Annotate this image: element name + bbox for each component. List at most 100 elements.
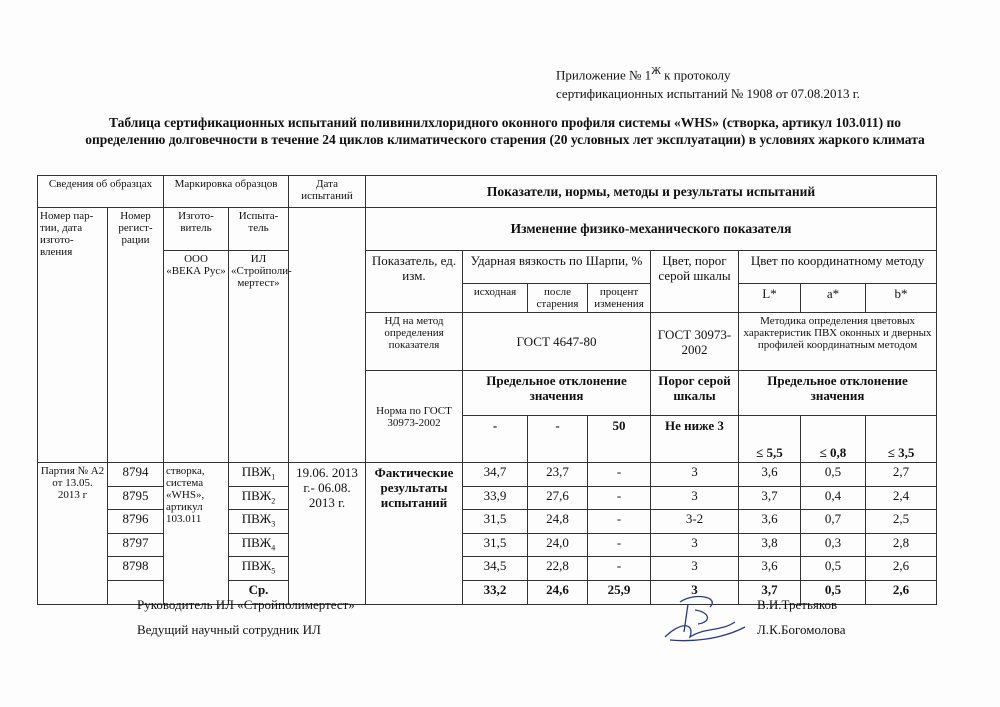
norm-value: ≤ 5,5: [738, 415, 801, 463]
footer-head: Руководитель ИЛ «Стройполимертест»: [137, 597, 355, 612]
sample-desc: створка, система «WHS», артикул 103.011: [163, 462, 229, 605]
value-cell: 3,6: [738, 556, 801, 581]
h-samples: Сведения об образцах: [37, 175, 164, 208]
h-indicators: Показатели, нормы, методы и результаты и…: [364, 175, 938, 208]
norm-dev2: Предельное отклонение значения: [737, 370, 938, 416]
value-cell: -: [587, 532, 651, 558]
value-cell: 3-2: [650, 509, 739, 534]
value-cell: 33,9: [462, 485, 528, 511]
value-cell: 0,4: [800, 485, 866, 511]
table-row: 8796 ПВЖ3 31,5 24,8-3-2 3,6 0,7 2,5: [38, 509, 938, 534]
h-nd: НД на метод определения показателя: [365, 312, 463, 371]
value-cell: 31,5: [462, 509, 528, 534]
code-sub: 3: [271, 519, 276, 529]
code-sub: 1: [271, 472, 276, 482]
average-value: 0,5: [800, 579, 866, 605]
norm-value: ≤ 3,5: [864, 415, 938, 463]
norm-value: -: [527, 415, 588, 463]
reg-number: 8797: [107, 532, 164, 558]
norms-row: - -50 Не ниже 3 ≤ 5,5 ≤ 0,8 ≤ 3,5: [38, 415, 938, 463]
reg-number: 8796: [107, 509, 164, 534]
average-value: 2,6: [864, 579, 938, 605]
norm-dev1: Предельное отклонение значения: [462, 370, 651, 416]
h-marking: Маркировка образцов: [163, 175, 289, 208]
value-cell: -: [587, 509, 651, 534]
norm-value: 50: [587, 415, 651, 463]
h-coord: Цвет по координатному методу: [737, 250, 938, 284]
data-body: Партия № А2 от 13.05. 2013 г 8794 створка,…: [37, 462, 938, 605]
document-title: Таблица сертификационных испытаний полив…: [85, 115, 925, 147]
h-tester: Испыта-тель: [228, 207, 289, 251]
code-text: ПВЖ: [241, 487, 272, 503]
appendix-sup: Ж: [651, 65, 661, 77]
table-row: 8795 ПВЖ2 33,9 27,6-3 3,7 0,4 2,4: [38, 485, 938, 511]
value-cell: 3: [650, 556, 739, 581]
norm-grey: Порог серой шкалы: [650, 370, 739, 416]
value-cell: 3: [650, 485, 739, 511]
value-cell: 2,7: [864, 462, 938, 487]
average-value: 3: [650, 579, 739, 605]
table-row: Партия № А2 от 13.05. 2013 г 8794 створка,…: [37, 462, 938, 605]
h-reg: Номер регист-рации: [107, 207, 164, 463]
average-value: 33,2: [462, 579, 528, 605]
h-L: L*: [738, 283, 801, 313]
maker: ООО «ВЕКА Рус»: [163, 250, 229, 463]
code-sub: 5: [271, 566, 276, 576]
tester: ИЛ «Стройполи-мертест»: [228, 250, 292, 463]
sample-code: ПВЖ5: [228, 556, 289, 581]
nd-charpy: ГОСТ 4647-80: [462, 312, 651, 371]
appendix-line1: Приложение № 1: [556, 67, 652, 83]
h-percent: процент изменения: [587, 283, 651, 313]
reg-number: 8794: [107, 462, 164, 487]
value-cell: 3,6: [738, 509, 801, 534]
code-text: ПВЖ: [241, 511, 272, 527]
average-value: 24,6: [527, 579, 588, 605]
average-value: 25,9: [587, 579, 651, 605]
h-norm: Норма по ГОСТ 30973-2002: [365, 370, 463, 463]
h-batch: Номер пар-тии, дата изгото-вления: [37, 207, 108, 463]
h-grey: Цвет, порог серой шкалы: [650, 250, 739, 313]
sample-code: ПВЖ4: [228, 532, 289, 558]
results-table: Сведения об образцах Маркировка образцов…: [37, 175, 938, 605]
test-dates: 19.06. 2013 г.- 06.08. 2013 г.: [288, 462, 366, 605]
sample-code: ПВЖ2: [228, 485, 289, 511]
value-cell: 27,6: [527, 485, 588, 511]
code-sub: 2: [271, 496, 276, 506]
table-row: 8797 ПВЖ4 31,5 24,0-3 3,8 0,3 2,8: [38, 532, 938, 558]
nd-grey: ГОСТ 30973-2002: [650, 312, 739, 371]
h-charpy: Ударная вязкость по Шарпи, %: [462, 250, 651, 284]
value-cell: 2,6: [864, 556, 938, 581]
value-cell: 22,8: [527, 556, 588, 581]
h-change: Изменение физико-механического показател…: [364, 207, 938, 251]
norm-value: Не ниже 3: [650, 415, 739, 463]
value-cell: 0,5: [800, 556, 866, 581]
value-cell: 0,5: [800, 462, 866, 487]
reg-number: 8795: [107, 485, 164, 511]
average-label: Ср.: [228, 579, 289, 605]
h-a: a*: [800, 283, 866, 313]
value-cell: 3,7: [738, 485, 801, 511]
value-cell: 3: [650, 532, 739, 558]
appendix-header: Приложение № 1Ж к протоколу сертификацио…: [556, 62, 860, 103]
appendix-line1b: к протоколу: [660, 67, 731, 83]
empty-reg-cell: [107, 579, 164, 605]
footer-name1: В.И.Третьяков: [757, 597, 838, 612]
sample-code: ПВЖ3: [228, 509, 289, 534]
value-cell: 23,7: [527, 462, 588, 487]
footer-name2: Л.К.Богомолова: [757, 622, 846, 637]
nd-coord: Методика определения цветовых характерис…: [737, 312, 938, 371]
h-after: после старения: [527, 283, 588, 313]
value-cell: 2,5: [864, 509, 938, 534]
code-sub: 4: [271, 543, 276, 553]
value-cell: 2,8: [864, 532, 938, 558]
value-cell: 3: [650, 462, 739, 487]
value-cell: 3,6: [738, 462, 801, 487]
actual-label: Фактические результаты испытаний: [365, 462, 463, 605]
value-cell: 34,7: [462, 462, 528, 487]
sample-code: ПВЖ1: [228, 462, 289, 487]
code-text: ПВЖ: [241, 464, 272, 479]
appendix-line2: сертификационных испытаний № 1908 от 07.…: [556, 86, 860, 102]
h-initial: исходная: [462, 283, 528, 313]
batch: Партия № А2 от 13.05. 2013 г: [37, 462, 108, 605]
empty-date-cell: [288, 207, 366, 463]
